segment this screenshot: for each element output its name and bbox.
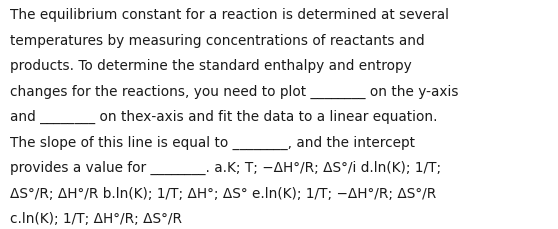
Text: c.ln(K); 1/T; ΔH°/R; ΔS°/R: c.ln(K); 1/T; ΔH°/R; ΔS°/R bbox=[10, 211, 182, 225]
Text: changes for the reactions, you need to plot ________ on the y-axis: changes for the reactions, you need to p… bbox=[10, 84, 459, 98]
Text: The slope of this line is equal to ________, and the intercept: The slope of this line is equal to _____… bbox=[10, 135, 415, 149]
Text: products. To determine the standard enthalpy and entropy: products. To determine the standard enth… bbox=[10, 59, 412, 73]
Text: ΔS°/R; ΔH°/R b.ln(K); 1/T; ΔH°; ΔS° e.ln(K); 1/T; −ΔH°/R; ΔS°/R: ΔS°/R; ΔH°/R b.ln(K); 1/T; ΔH°; ΔS° e.ln… bbox=[10, 186, 436, 200]
Text: temperatures by measuring concentrations of reactants and: temperatures by measuring concentrations… bbox=[10, 33, 425, 47]
Text: and ________ on thex-axis and fit the data to a linear equation.: and ________ on thex-axis and fit the da… bbox=[10, 110, 437, 124]
Text: provides a value for ________. a.K; T; −ΔH°/R; ΔS°/i d.ln(K); 1/T;: provides a value for ________. a.K; T; −… bbox=[10, 161, 441, 174]
Text: The equilibrium constant for a reaction is determined at several: The equilibrium constant for a reaction … bbox=[10, 8, 449, 22]
